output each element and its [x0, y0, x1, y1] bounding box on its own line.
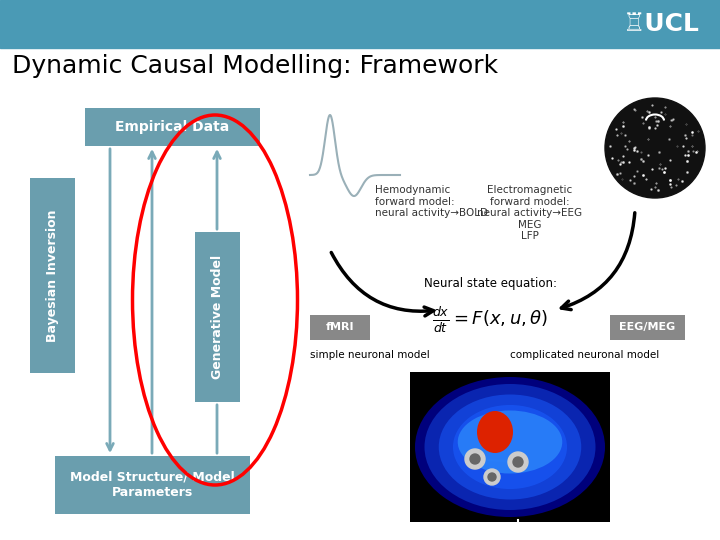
- Text: complicated neuronal model: complicated neuronal model: [510, 350, 660, 360]
- Text: EEG/MEG: EEG/MEG: [619, 322, 675, 332]
- Text: Generative Model: Generative Model: [211, 255, 224, 379]
- Text: Dynamic Causal Modelling: Framework: Dynamic Causal Modelling: Framework: [12, 54, 498, 78]
- Circle shape: [470, 454, 480, 464]
- Bar: [0, 0, 720, 48]
- Ellipse shape: [453, 405, 567, 489]
- Ellipse shape: [415, 377, 605, 517]
- Text: Bayesian Inversion: Bayesian Inversion: [46, 209, 59, 342]
- Text: Empirical Data: Empirical Data: [115, 120, 230, 134]
- Circle shape: [488, 473, 496, 481]
- Text: Electromagnetic
forward model:
neural activity→EEG
MEG
LFP: Electromagnetic forward model: neural ac…: [477, 185, 582, 241]
- Ellipse shape: [477, 411, 513, 453]
- Ellipse shape: [438, 395, 581, 500]
- Circle shape: [484, 469, 500, 485]
- Text: fMRI: fMRI: [325, 322, 354, 332]
- Text: Model Structure/ Model
Parameters: Model Structure/ Model Parameters: [70, 471, 235, 499]
- Ellipse shape: [425, 384, 595, 510]
- Bar: [410, 372, 610, 522]
- Circle shape: [513, 457, 523, 467]
- FancyBboxPatch shape: [310, 315, 370, 340]
- Circle shape: [605, 98, 705, 198]
- Text: Neural state equation:: Neural state equation:: [423, 277, 557, 290]
- Circle shape: [465, 449, 485, 469]
- FancyBboxPatch shape: [85, 108, 260, 146]
- FancyBboxPatch shape: [195, 232, 240, 402]
- Text: ♖UCL: ♖UCL: [623, 12, 700, 36]
- Ellipse shape: [458, 410, 562, 474]
- Text: $\frac{dx}{dt} = F(x,u,\theta)$: $\frac{dx}{dt} = F(x,u,\theta)$: [432, 305, 548, 335]
- FancyBboxPatch shape: [610, 315, 685, 340]
- Circle shape: [508, 452, 528, 472]
- FancyBboxPatch shape: [30, 178, 75, 373]
- Text: Hemodynamic
forward model:
neural activity→BOLD: Hemodynamic forward model: neural activi…: [375, 185, 488, 218]
- FancyBboxPatch shape: [55, 456, 250, 514]
- Text: simple neuronal model: simple neuronal model: [310, 350, 430, 360]
